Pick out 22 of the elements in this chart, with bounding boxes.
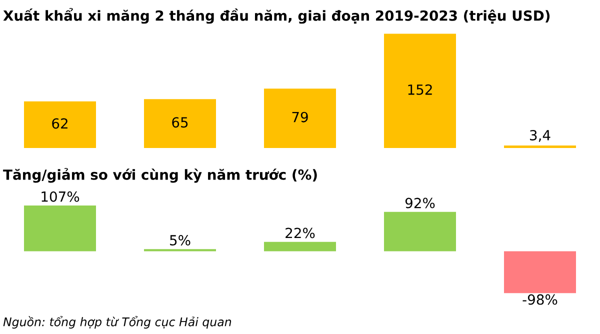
data-label: 65 xyxy=(172,117,188,128)
data-label: -98% xyxy=(522,294,558,305)
bar xyxy=(264,242,336,252)
data-label: 79 xyxy=(292,112,308,122)
bar xyxy=(144,99,216,148)
data-label: 5% xyxy=(170,234,190,246)
bar xyxy=(504,145,576,148)
bar xyxy=(264,88,336,148)
data-label: 92% xyxy=(405,198,435,208)
data-label: 62 xyxy=(52,118,68,129)
bar xyxy=(24,101,96,148)
bar xyxy=(384,212,456,252)
chart-title: Tăng/giảm so với cùng kỳ năm trước (%) xyxy=(3,168,317,183)
text: Nguồn: tổng hợp từ Tổng cục Hải quan xyxy=(3,316,232,329)
bar xyxy=(504,251,576,294)
bar xyxy=(24,205,96,252)
chart-title: Xuất khẩu xi măng 2 tháng đầu năm, giai đoạn 2019-2023 (triệu USD) xyxy=(3,8,550,24)
data-label: 22% xyxy=(286,228,315,238)
data-label: 107% xyxy=(42,191,80,202)
data-label: 152 xyxy=(408,84,432,95)
data-label: 3,4 xyxy=(530,130,550,142)
bar xyxy=(384,34,456,148)
